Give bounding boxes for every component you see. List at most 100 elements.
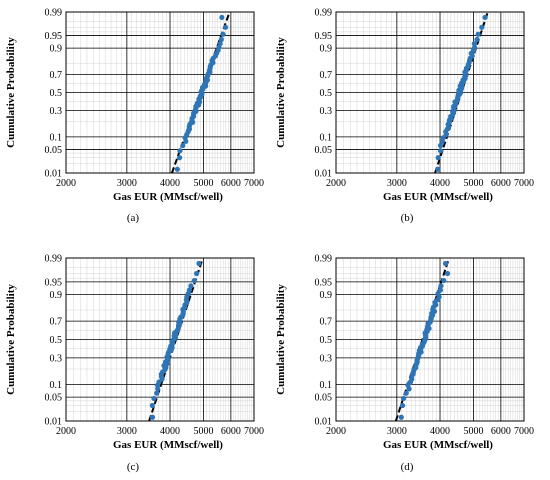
y-axis-title: Cumulative Probability [5, 284, 17, 395]
x-tick-label: 5000 [194, 178, 214, 189]
x-tick-label: 3000 [117, 426, 137, 437]
data-point [194, 270, 200, 277]
x-tick-label: 6000 [221, 178, 241, 189]
data-point [177, 155, 183, 161]
x-tick-label: 3000 [387, 426, 407, 437]
data-point [174, 166, 180, 172]
data-point [149, 414, 156, 420]
x-tick-label: 6000 [491, 426, 511, 437]
chart-panel-d: 2000 3000 4000 5000 6000 7000 0.01 0.05 0.1 0.3 0.… [275, 254, 534, 474]
panel-label: (a) [127, 212, 140, 224]
data-point [155, 386, 161, 392]
data-point [441, 277, 447, 284]
y-axis-title: Cumulative Probability [275, 37, 287, 148]
data-point [398, 414, 404, 420]
data-point [180, 142, 186, 149]
y-tick-label: 0.9 [50, 290, 63, 301]
y-tick-label: 0.3 [50, 353, 63, 364]
x-tick-label: 5000 [194, 426, 214, 437]
y-tick-label: 0.05 [315, 393, 333, 404]
y-tick-label: 0.7 [50, 70, 63, 81]
y-axis-title: Cumulative Probability [5, 37, 17, 148]
y-tick-label: 0.5 [320, 88, 333, 99]
y-tick-label: 0.7 [320, 317, 333, 328]
data-point [435, 155, 441, 161]
y-tick-label: 0.5 [50, 88, 63, 99]
x-tick-label: 6000 [221, 426, 241, 437]
data-point [437, 142, 444, 149]
y-tick-label: 0.3 [320, 106, 333, 117]
x-tick-label: 3000 [387, 178, 407, 189]
x-tick-label: 4000 [160, 426, 180, 437]
plot-frame [65, 257, 255, 422]
data-point [437, 148, 444, 154]
y-tick-label: 0.1 [320, 132, 333, 143]
y-tick-label: 0.01 [315, 169, 333, 180]
panel-label: (d) [401, 461, 414, 473]
plot-frame [335, 257, 525, 422]
data-point [151, 395, 157, 402]
x-tick-label: 7000 [514, 178, 534, 189]
y-tick-label: 0.9 [320, 44, 333, 55]
x-tick-label: 4000 [430, 178, 450, 189]
y-tick-label: 0.99 [45, 8, 63, 19]
x-tick-label: 7000 [244, 426, 264, 437]
data-point [219, 14, 225, 21]
data-point [177, 148, 183, 154]
x-tick-label: 4000 [160, 178, 180, 189]
data-point [196, 260, 202, 267]
data-point [435, 291, 441, 297]
data-point [186, 287, 192, 293]
y-tick-label: 0.95 [315, 277, 333, 288]
data-point [218, 36, 224, 43]
x-axis-title: Gas EUR (MMscf/well) [383, 191, 493, 203]
x-tick-label: 5000 [464, 178, 484, 189]
y-tick-label: 0.05 [315, 145, 333, 156]
chart-panel-b: 2000 3000 4000 5000 6000 7000 0.01 0.05 0.1 0.3 0.… [275, 8, 534, 225]
y-tick-label: 0.1 [320, 380, 333, 391]
data-point [444, 270, 451, 277]
data-point [403, 390, 409, 396]
x-tick-label: 2000 [326, 426, 346, 437]
y-tick-label: 0.05 [45, 145, 63, 156]
x-tick-label: 7000 [244, 178, 264, 189]
y-tick-label: 0.3 [320, 353, 333, 364]
y-tick-label: 0.05 [45, 393, 63, 404]
y-tick-label: 0.5 [50, 335, 63, 346]
y-tick-label: 0.01 [45, 417, 63, 428]
x-tick-label: 5000 [464, 426, 484, 437]
data-point [435, 166, 441, 172]
data-point [220, 31, 226, 37]
x-tick-label: 2000 [56, 178, 76, 189]
x-tick-label: 3000 [117, 178, 137, 189]
chart-panel-c: 2000 3000 4000 5000 6000 7000 0.01 0.05 0.1 0.3 0.… [5, 254, 264, 474]
x-tick-label: 2000 [326, 178, 346, 189]
y-tick-label: 0.7 [50, 317, 63, 328]
x-tick-label: 6000 [491, 178, 511, 189]
y-tick-label: 0.1 [50, 132, 63, 143]
data-point [475, 31, 481, 37]
x-tick-label: 4000 [430, 426, 450, 437]
data-point [471, 41, 477, 47]
y-tick-label: 0.99 [315, 8, 333, 19]
y-tick-label: 0.01 [45, 169, 63, 180]
data-point [479, 24, 485, 30]
panel-label: (b) [401, 212, 414, 224]
data-point [437, 287, 444, 293]
chart-panel-a: 2000 3000 4000 5000 6000 7000 0.01 0.05 0.1 0.3 0.… [5, 8, 264, 225]
x-tick-label: 2000 [56, 426, 76, 437]
data-point [400, 395, 407, 402]
data-point [191, 277, 197, 284]
plot-frame [65, 11, 255, 174]
y-tick-label: 0.99 [315, 254, 333, 265]
data-point [474, 36, 480, 43]
data-point [149, 402, 155, 409]
y-tick-label: 0.9 [320, 290, 333, 301]
panel-label: (c) [127, 461, 140, 473]
y-tick-label: 0.1 [50, 380, 63, 391]
data-point [222, 24, 229, 30]
data-point [217, 41, 223, 47]
x-tick-label: 7000 [514, 426, 534, 437]
